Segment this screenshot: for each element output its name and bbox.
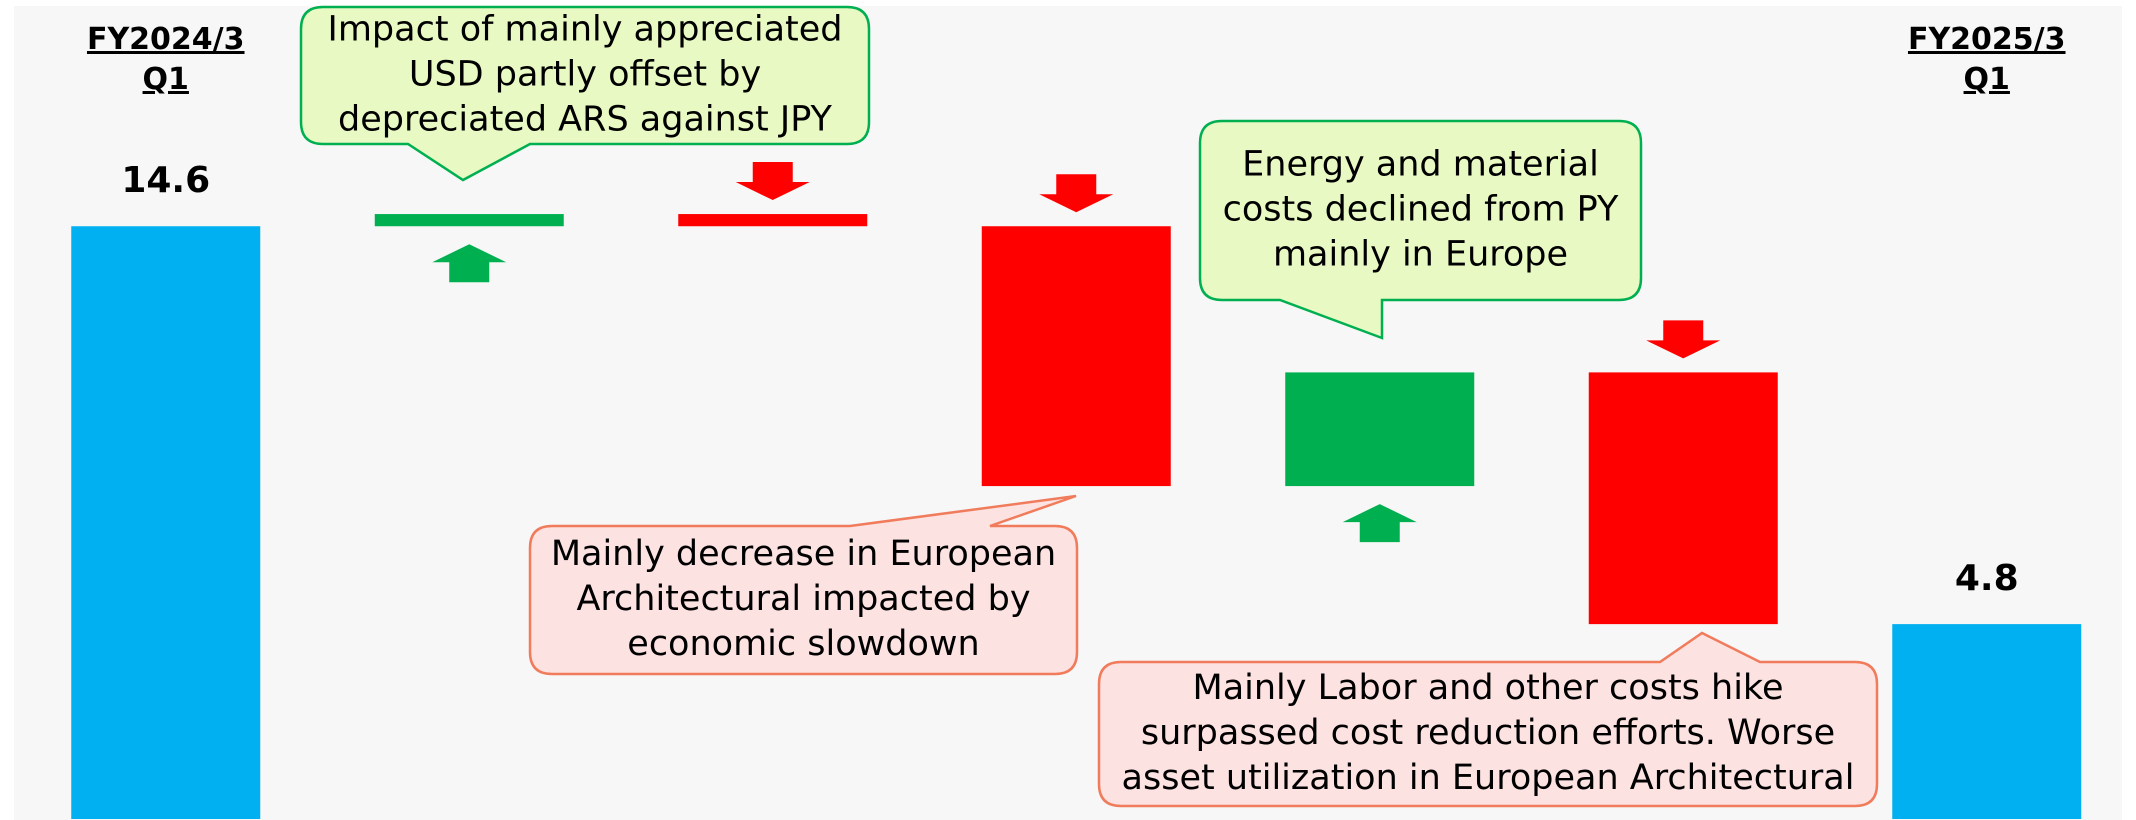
- annotation-text: USD partly offset by: [409, 55, 761, 95]
- x-tick-label: FY2025/3 Q1: [1907, 22, 2066, 97]
- bar: [374, 214, 564, 227]
- annotation-text: surpassed cost reduction efforts. Worse: [1141, 713, 1835, 753]
- arrow: [432, 244, 507, 283]
- arrow: [1342, 504, 1417, 543]
- callout: [1097, 631, 1879, 808]
- arrow: [735, 162, 810, 201]
- annotation-text: costs declined from PY: [1223, 190, 1619, 230]
- annotation-text: asset utilization in European Architectu…: [1122, 758, 1855, 798]
- annotation-text: depreciated ARS against JPY: [338, 100, 833, 140]
- data-label: 4.8: [1955, 558, 2019, 599]
- bar: [1285, 372, 1475, 487]
- annotation-text: Impact of mainly appreciated: [328, 10, 843, 50]
- bar: [1892, 624, 2082, 819]
- callout: [299, 5, 871, 182]
- annotation-text: Mainly Labor and other costs hike: [1193, 668, 1784, 708]
- arrow: [1039, 174, 1114, 213]
- annotation-text: mainly in Europe: [1273, 235, 1568, 275]
- annotation-text: Architectural impacted by: [576, 579, 1030, 619]
- x-tick-label: FY2024/3 Q1: [86, 22, 245, 97]
- callout: [1198, 119, 1643, 340]
- bar: [678, 214, 868, 227]
- annotation-text: Energy and material: [1242, 145, 1599, 185]
- annotation-text: economic slowdown: [627, 624, 979, 664]
- data-label: 14.6: [121, 160, 210, 201]
- annotation-text: Mainly decrease in European: [551, 534, 1056, 574]
- bar: [1588, 372, 1778, 625]
- callout: [528, 494, 1079, 676]
- arrow: [1646, 320, 1721, 359]
- bar: [981, 226, 1171, 487]
- bar: [71, 226, 261, 820]
